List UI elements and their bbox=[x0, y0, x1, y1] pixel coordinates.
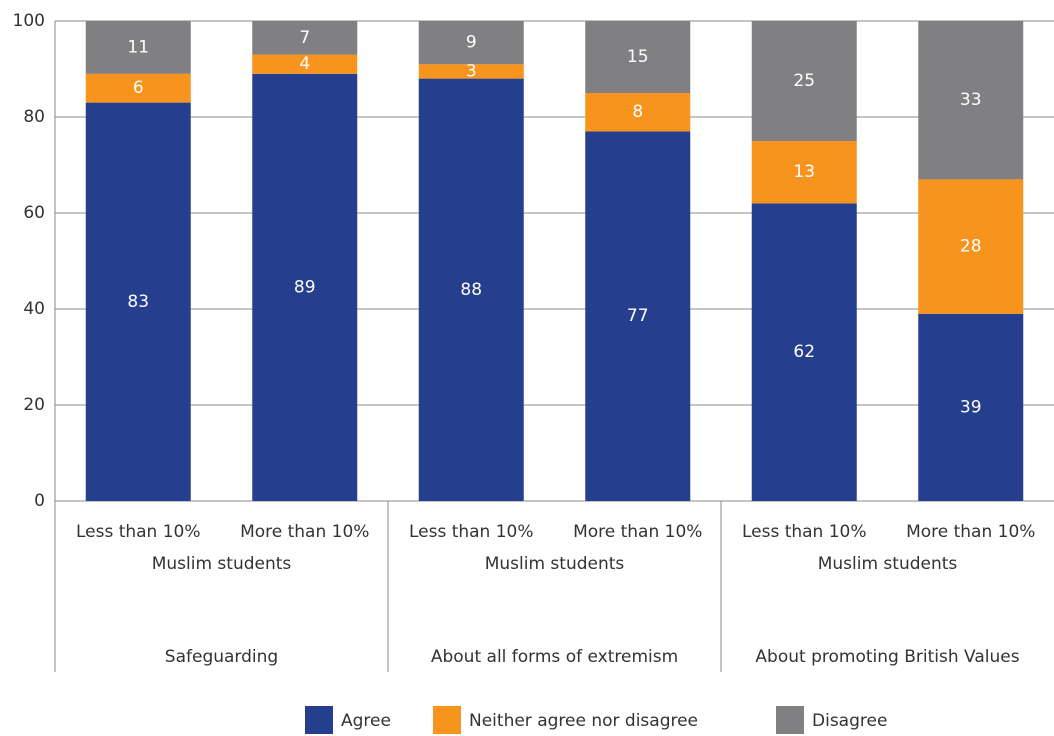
bar-segment bbox=[918, 21, 1024, 180]
y-tick-label: 0 bbox=[34, 491, 45, 511]
bar-segment bbox=[85, 21, 191, 74]
group-sublabel: Muslim students bbox=[485, 554, 625, 574]
value-label: 83 bbox=[127, 292, 149, 312]
bar-segment bbox=[418, 78, 524, 501]
value-label: 77 bbox=[627, 306, 649, 326]
value-label: 13 bbox=[793, 162, 815, 182]
bar-segment bbox=[751, 21, 857, 141]
group-sublabel: Muslim students bbox=[818, 554, 958, 574]
value-label: 7 bbox=[299, 28, 310, 48]
bar-segment bbox=[418, 21, 524, 65]
legend-label: Neither agree nor disagree bbox=[469, 711, 698, 731]
group-label: About all forms of extremism bbox=[431, 647, 678, 667]
x-tick-label: More than 10% bbox=[906, 522, 1035, 542]
y-tick-label: 100 bbox=[13, 11, 45, 31]
value-label: 11 bbox=[127, 37, 149, 57]
x-tick-label: More than 10% bbox=[240, 522, 369, 542]
x-tick-label: Less than 10% bbox=[742, 522, 867, 542]
group-label: Safeguarding bbox=[165, 647, 278, 667]
value-label: 62 bbox=[793, 342, 815, 362]
y-tick-label: 40 bbox=[23, 299, 45, 319]
value-label: 28 bbox=[960, 237, 982, 257]
legend-label: Agree bbox=[341, 711, 391, 731]
bar-segment bbox=[252, 73, 358, 502]
value-label: 39 bbox=[960, 397, 982, 417]
value-label: 88 bbox=[460, 280, 482, 300]
bar-segment bbox=[918, 179, 1024, 314]
bar-segment bbox=[751, 203, 857, 501]
value-label: 89 bbox=[294, 277, 316, 297]
value-label: 8 bbox=[632, 102, 643, 122]
value-label: 33 bbox=[960, 90, 982, 110]
value-label: 4 bbox=[299, 54, 310, 74]
bar-segment bbox=[585, 93, 691, 132]
legend-swatch bbox=[305, 706, 333, 734]
x-tick-label: More than 10% bbox=[573, 522, 702, 542]
y-tick-label: 20 bbox=[23, 395, 45, 415]
value-label: 3 bbox=[466, 61, 477, 81]
y-tick-label: 80 bbox=[23, 107, 45, 127]
bar-segment bbox=[585, 131, 691, 501]
group-label: About promoting British Values bbox=[755, 647, 1019, 667]
x-tick-label: Less than 10% bbox=[76, 522, 201, 542]
bar-segment bbox=[252, 21, 358, 55]
legend-swatch bbox=[433, 706, 461, 734]
value-label: 9 bbox=[466, 33, 477, 53]
bar-segment bbox=[585, 21, 691, 93]
bar-segment bbox=[918, 313, 1024, 501]
x-tick-label: Less than 10% bbox=[409, 522, 534, 542]
value-label: 15 bbox=[627, 47, 649, 67]
bar-segment bbox=[85, 102, 191, 501]
value-label: 25 bbox=[793, 71, 815, 91]
bar-segment bbox=[418, 64, 524, 79]
legend-label: Disagree bbox=[812, 711, 887, 731]
value-label: 6 bbox=[133, 78, 144, 98]
y-tick-label: 60 bbox=[23, 203, 45, 223]
bar-segment bbox=[85, 73, 191, 103]
group-sublabel: Muslim students bbox=[152, 554, 292, 574]
bar-segment bbox=[751, 141, 857, 204]
legend-swatch bbox=[776, 706, 804, 734]
bar-segment bbox=[252, 54, 358, 74]
